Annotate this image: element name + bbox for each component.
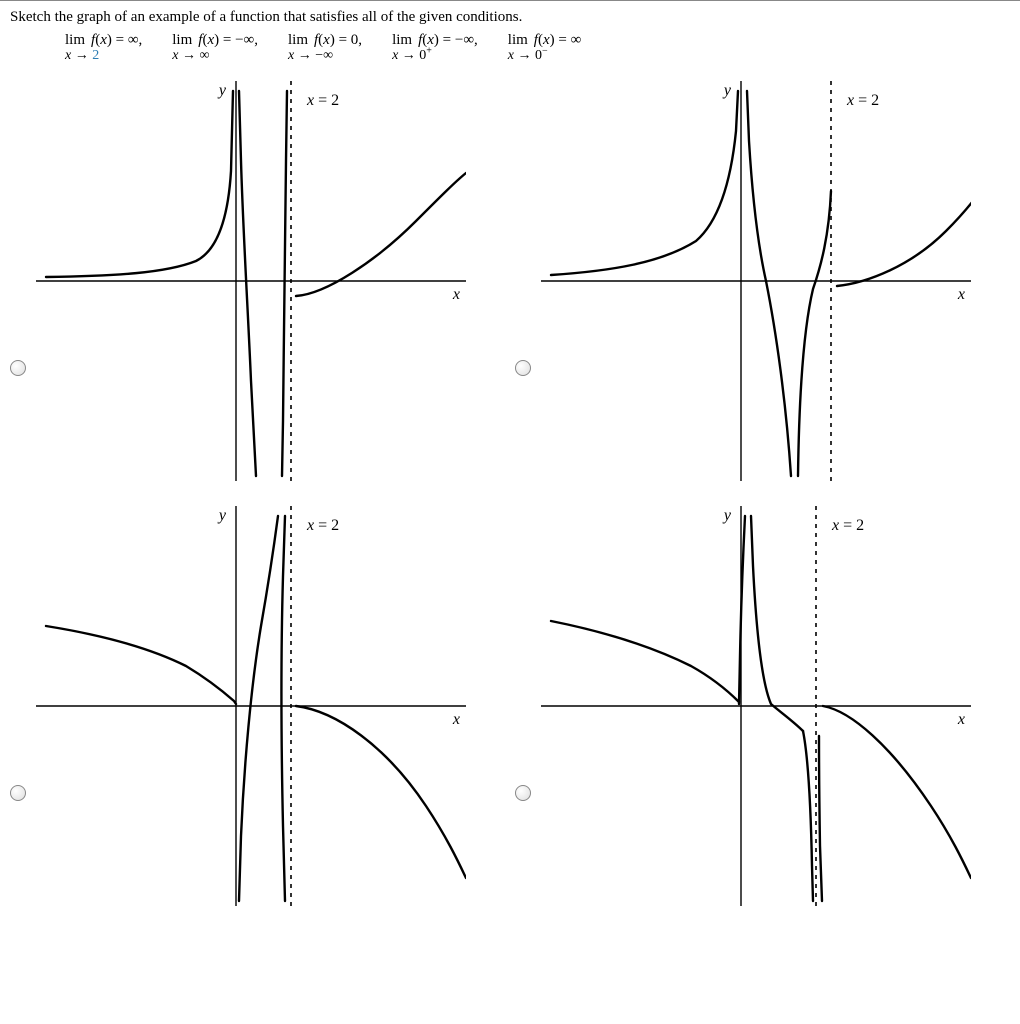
svg-text:x = 2: x = 2 [846,92,879,109]
option-A: y x x = 2 [10,81,505,486]
radio-B[interactable] [515,360,531,376]
svg-text:y: y [722,507,732,524]
option-C: y x x = 2 [10,506,505,911]
graph-D: y x x = 2 [541,506,971,911]
radio-D[interactable] [515,785,531,801]
limit-1: lim f(x) = −∞,x → ∞ [172,32,258,63]
svg-text:x: x [452,711,460,728]
svg-text:x = 2: x = 2 [306,517,339,534]
svg-text:y: y [722,82,732,99]
svg-text:x: x [957,286,965,303]
radio-A[interactable] [10,360,26,376]
svg-text:y: y [217,507,227,524]
svg-text:x: x [452,286,460,303]
option-B: y x x = 2 [515,81,1010,486]
limit-4: lim f(x) = ∞x → 0− [508,32,582,63]
option-D: y x x = 2 [515,506,1010,911]
svg-text:x = 2: x = 2 [306,92,339,109]
svg-text:x = 2: x = 2 [831,517,864,534]
limit-0: lim f(x) = ∞,x → 2 [65,32,142,63]
graph-A: y x x = 2 [36,81,466,486]
options-grid: y x x = 2 y x x = 2 y x x = 2 y x x = 2 [10,81,1010,911]
limit-2: lim f(x) = 0,x → −∞ [288,32,362,63]
radio-C[interactable] [10,785,26,801]
svg-text:x: x [957,711,965,728]
graph-B: y x x = 2 [541,81,971,486]
limit-3: lim f(x) = −∞,x → 0+ [392,32,478,63]
conditions-row: lim f(x) = ∞,x → 2 lim f(x) = −∞,x → ∞ lim… [10,32,1010,63]
svg-text:y: y [217,82,227,99]
graph-C: y x x = 2 [36,506,466,911]
question-text: Sketch the graph of an example of a func… [10,9,1010,26]
